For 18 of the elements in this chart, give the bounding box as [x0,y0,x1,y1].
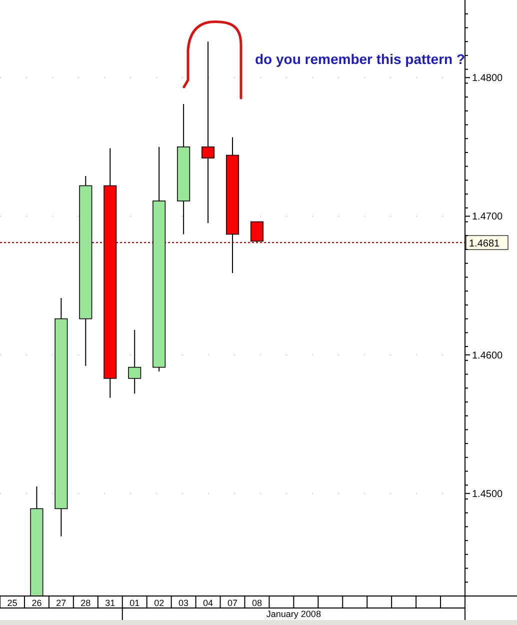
x-tick-label: 26 [32,598,42,608]
x-tick-label: 27 [56,598,66,608]
x-tick-label: 04 [203,598,214,608]
x-tick-label: 31 [105,598,116,608]
x-axis-title: January 2008 [266,609,321,619]
x-tick-label: 02 [154,598,164,608]
x-tick-label: 08 [252,598,262,608]
y-tick-label: 1.4600 [472,350,504,362]
y-tick-label: 1.4800 [472,73,504,84]
y-tick-label: 1.4500 [472,488,504,500]
y-tick-label: 1.4700 [472,212,504,223]
x-tick-label: 01 [130,598,140,608]
ref-line-label: 1.4681 [469,238,500,250]
x-tick-label: 07 [227,598,238,608]
annotation: do you remember this pattern ? [255,51,466,67]
x-tick-label: 03 [178,598,189,608]
x-tick-label: 25 [7,598,18,608]
x-tick-label: 28 [80,598,91,608]
